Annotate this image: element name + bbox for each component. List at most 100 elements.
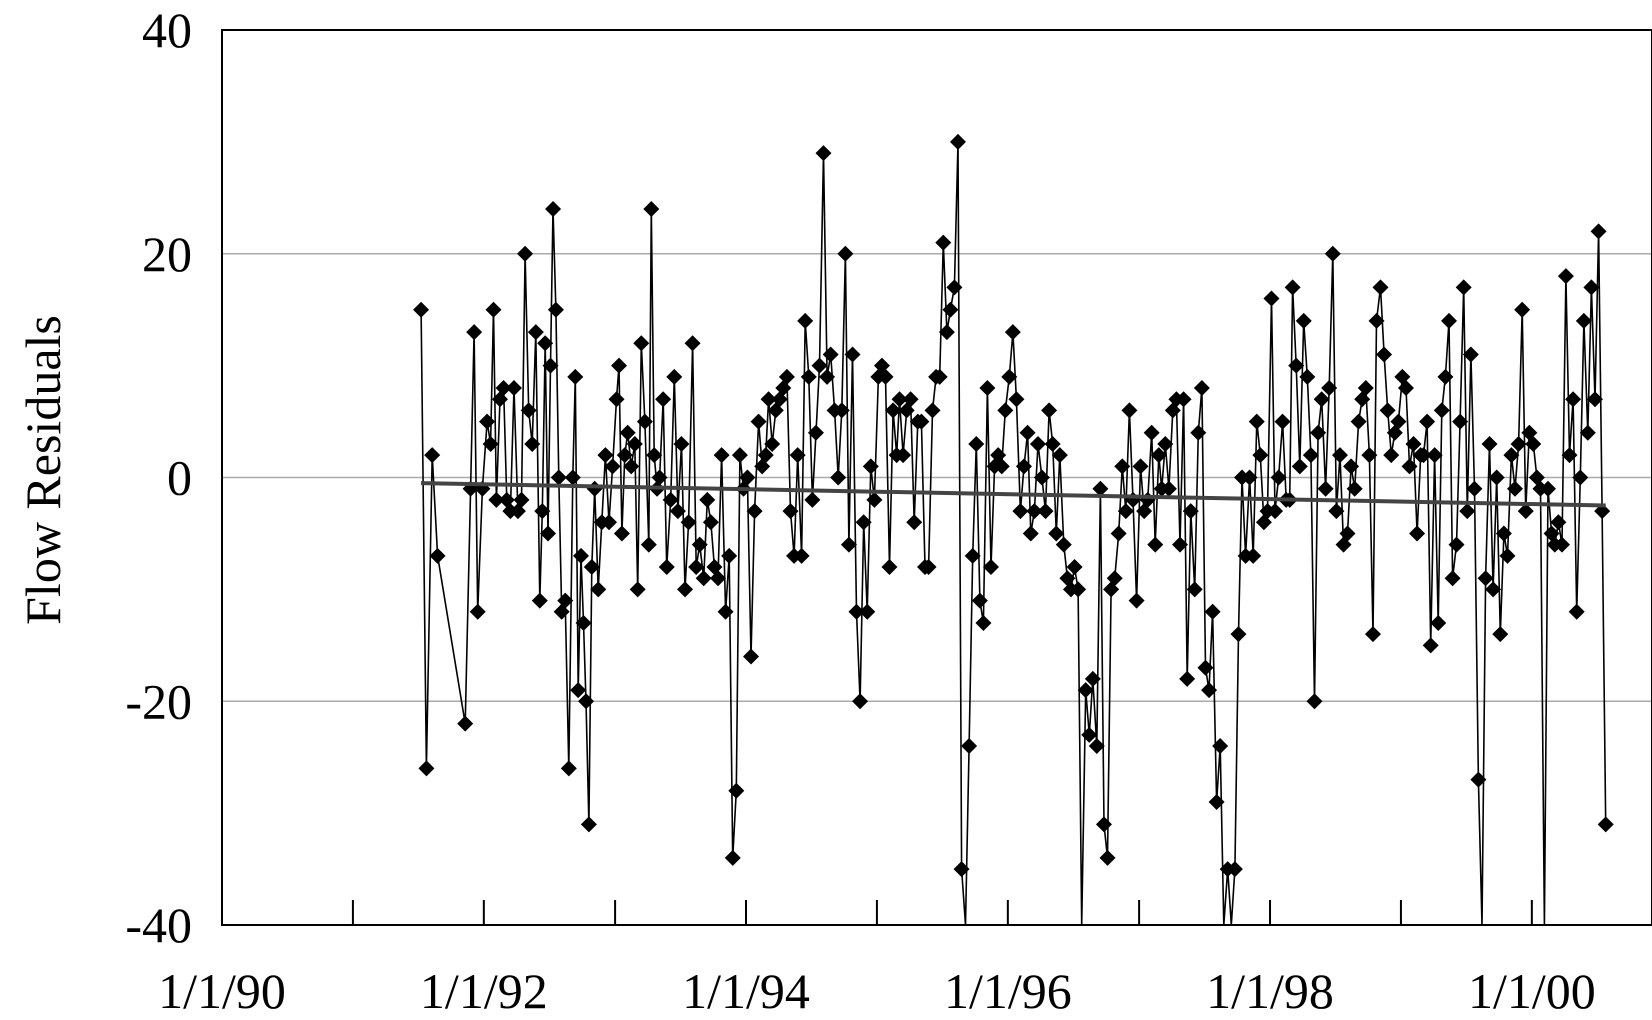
data-point-marker: [935, 234, 952, 251]
data-point-marker: [567, 368, 584, 385]
x-tick-label: 1/1/92: [420, 963, 548, 1019]
data-point-marker: [975, 614, 992, 631]
data-point-marker: [1001, 368, 1018, 385]
data-point-marker: [1313, 391, 1330, 408]
data-point-marker: [1383, 447, 1400, 464]
data-point-marker: [1405, 435, 1422, 452]
data-point-marker: [1481, 435, 1498, 452]
data-point-marker: [1029, 435, 1046, 452]
data-point-marker: [1288, 357, 1305, 374]
data-point-marker: [469, 603, 486, 620]
data-point-marker: [1241, 469, 1258, 486]
data-point-marker: [1099, 849, 1116, 866]
data-point-marker: [1328, 503, 1345, 520]
plot-area-frame: [221, 29, 1652, 926]
data-point-marker: [573, 547, 590, 564]
gridlines: [222, 253, 1652, 702]
data-point-marker: [1033, 469, 1050, 486]
data-point-marker: [636, 413, 653, 430]
data-point-marker: [643, 201, 660, 217]
data-point-marker: [728, 782, 745, 799]
data-point-marker: [938, 324, 955, 341]
data-point-marker: [1368, 312, 1385, 329]
data-point-marker: [1088, 738, 1105, 754]
x-tick-label: 1/1/98: [1206, 963, 1334, 1019]
data-point-marker: [1197, 659, 1214, 676]
data-point-marker: [968, 435, 985, 452]
data-point-marker: [1583, 279, 1600, 296]
data-point-marker: [913, 413, 930, 430]
data-point-marker: [1462, 346, 1479, 363]
x-axis-tick-labels: 1/1/90 1/1/92 1/1/94 1/1/96 1/1/98 1/1/00: [158, 963, 1596, 1019]
data-point-marker: [811, 357, 828, 374]
data-point-marker: [540, 525, 557, 542]
data-point-marker: [1193, 380, 1210, 396]
data-point-marker: [488, 491, 505, 508]
data-point-marker: [1372, 279, 1389, 296]
data-point-marker: [1175, 391, 1192, 408]
data-point-marker: [1263, 290, 1280, 307]
data-point-marker: [1077, 682, 1094, 699]
data-point-marker: [1575, 312, 1592, 329]
data-point-marker: [537, 335, 554, 352]
data-point-marker: [895, 447, 912, 464]
data-point-marker: [778, 368, 795, 385]
data-point-marker: [1230, 626, 1247, 643]
data-point-marker: [669, 503, 686, 520]
data-point-marker: [1084, 670, 1101, 687]
data-point-marker: [800, 368, 817, 385]
data-point-marker: [1012, 503, 1029, 520]
data-point-marker: [1379, 402, 1396, 419]
data-point-marker: [1019, 424, 1036, 441]
data-point-marker: [1182, 503, 1199, 520]
data-point-marker: [1055, 536, 1072, 553]
data-point-marker: [713, 447, 730, 464]
data-point-marker: [1274, 413, 1291, 430]
data-point-marker: [1004, 324, 1021, 341]
data-point-marker: [702, 514, 719, 531]
trendline-layer: [421, 481, 1606, 508]
data-point-marker: [616, 447, 633, 464]
data-point-marker: [1440, 312, 1457, 329]
data-point-marker: [1026, 503, 1043, 520]
data-point-marker: [815, 145, 832, 162]
data-point-marker: [1186, 581, 1203, 598]
data-point-marker: [1590, 223, 1607, 240]
data-point-marker: [1430, 614, 1447, 631]
data-point-marker: [1485, 581, 1502, 598]
data-point-marker: [797, 312, 814, 329]
data-point-marker: [993, 458, 1010, 475]
data-point-marker: [862, 458, 879, 475]
data-point-marker: [1160, 480, 1177, 497]
data-point-marker: [1401, 458, 1418, 475]
data-point-marker: [997, 402, 1014, 419]
data-point-marker: [580, 816, 597, 833]
data-point-marker: [640, 536, 657, 553]
data-point-marker: [1550, 514, 1567, 531]
data-point-marker: [684, 335, 701, 352]
data-point-marker: [1364, 626, 1381, 643]
data-point-marker: [575, 614, 592, 631]
data-point-marker: [1426, 447, 1443, 464]
data-point-marker: [524, 435, 541, 452]
data-point-marker: [1517, 503, 1534, 520]
data-point-marker: [1051, 447, 1068, 464]
data-point-marker: [1008, 391, 1025, 408]
data-point-marker: [1110, 525, 1127, 542]
data-point-marker: [906, 514, 923, 531]
data-point-marker: [743, 648, 760, 665]
data-point-marker: [1299, 368, 1316, 385]
data-point-marker: [695, 570, 712, 587]
data-point-marker: [1495, 525, 1512, 542]
data-point-marker: [931, 368, 948, 385]
x-tick-label: 1/1/96: [944, 963, 1072, 1019]
data-point-marker: [971, 592, 988, 609]
data-point-marker: [1499, 547, 1516, 564]
data-point-marker: [564, 469, 581, 486]
data-point-marker: [583, 559, 600, 575]
data-series: [413, 133, 1614, 926]
data-point-marker: [1066, 559, 1083, 575]
data-point-marker: [590, 581, 607, 598]
data-point-marker: [1452, 413, 1469, 430]
data-point-marker: [655, 391, 672, 408]
